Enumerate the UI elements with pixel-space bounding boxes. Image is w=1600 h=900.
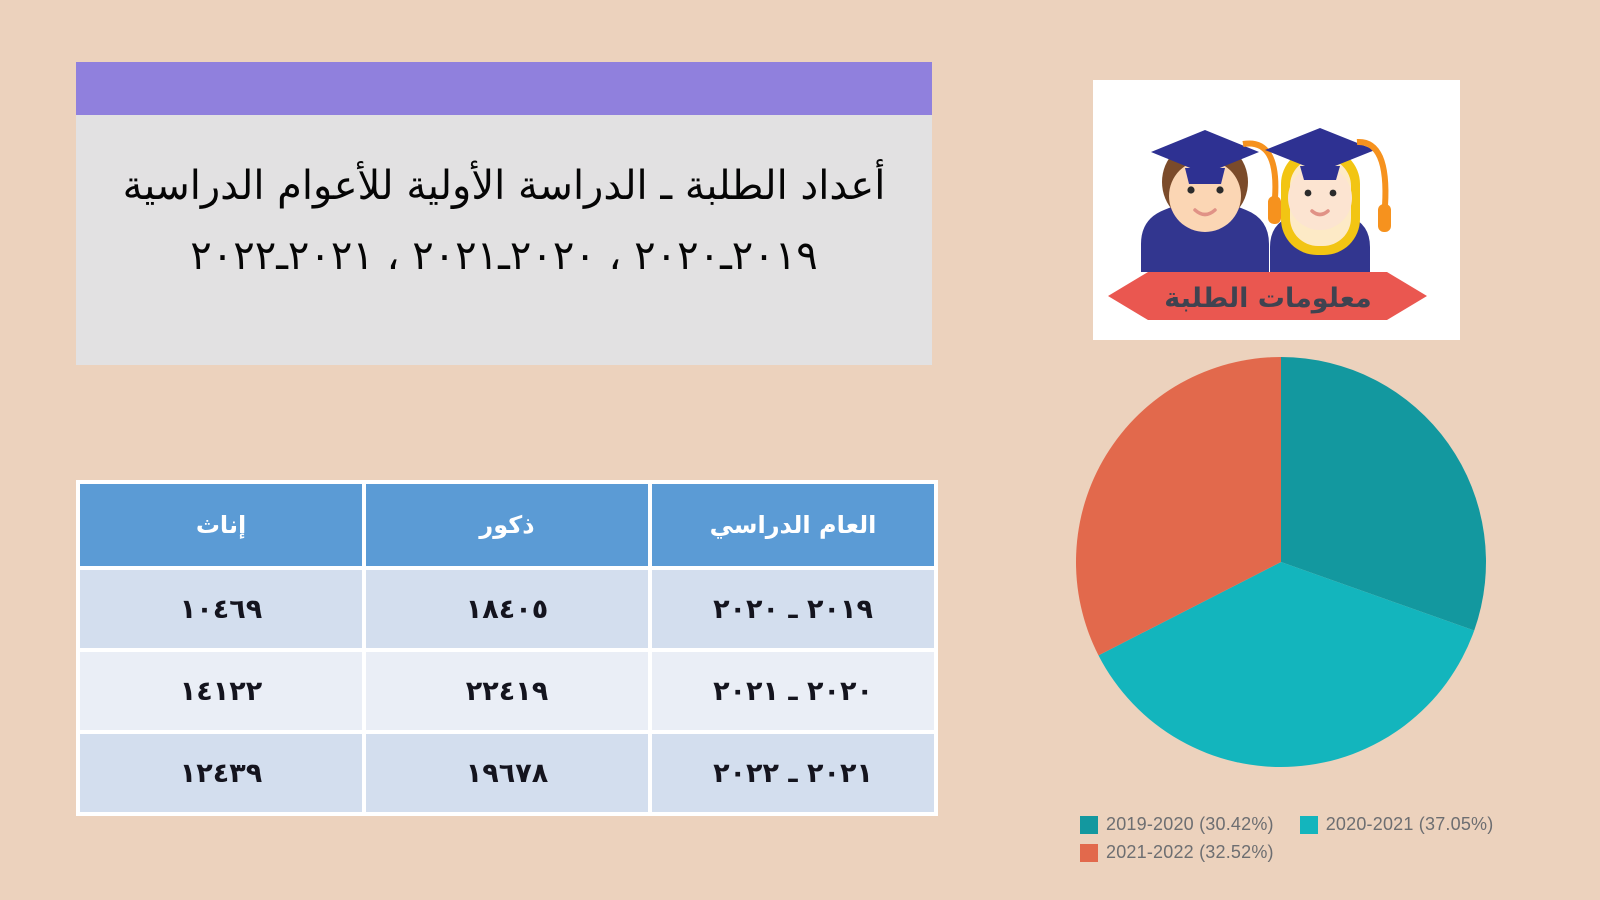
graduation-cap-icon: [1265, 128, 1375, 172]
slide-title-line2: ٢٠١٩ـ٢٠٢٠ ، ٢٠٢٠ـ٢٠٢١ ، ٢٠٢١ـ٢٠٢٢: [190, 233, 818, 279]
pie-slice-2020-2021: [1098, 562, 1475, 767]
banner-label: معلومات الطلبة: [1164, 283, 1371, 314]
girl-face: [1288, 166, 1352, 230]
girl-eye: [1304, 189, 1312, 197]
boy-face: [1169, 160, 1241, 232]
females-cell: ١٢٤٣٩: [80, 734, 362, 812]
banner-shape: [1108, 272, 1427, 320]
table-row: ٢٠١٩ ـ ٢٠٢٠ ١٨٤٠٥ ١٠٤٦٩: [80, 570, 934, 648]
students-clipart: معلومات الطلبة: [1093, 80, 1460, 340]
legend-item: 2021-2022 (32.52%): [1080, 842, 1274, 863]
boy-eye: [1216, 186, 1224, 194]
pie-chart-area: [1071, 352, 1491, 772]
legend-item: 2019-2020 (30.42%): [1080, 814, 1274, 835]
year-cell: ٢٠١٩ ـ ٢٠٢٠: [652, 570, 934, 648]
boy-gown: [1141, 201, 1269, 272]
chart-legend: 2019-2020 (30.42%) 2020-2021 (37.05%) 20…: [1080, 814, 1560, 863]
tassel-end: [1378, 204, 1391, 232]
tassel-icon: [1242, 140, 1279, 199]
graduation-cap-icon: [1151, 130, 1259, 174]
banner-ribbon: معلومات الطلبة: [1108, 272, 1427, 320]
girl-smile: [1310, 209, 1330, 217]
year-cell: ٢٠٢١ ـ ٢٠٢٢: [652, 734, 934, 812]
tassel-end: [1268, 196, 1281, 224]
girl-graduate-figure: [1265, 128, 1391, 272]
boy-graduate-figure: [1141, 130, 1281, 272]
legend-swatch: [1080, 815, 1098, 834]
tassel-icon: [1356, 138, 1389, 207]
column-header-year: العام الدراسي: [652, 484, 934, 566]
table-row: ٢٠٢١ ـ ٢٠٢٢ ١٩٦٧٨ ١٢٤٣٩: [80, 734, 934, 812]
legend-swatch: [1080, 843, 1098, 862]
legend-label: 2021-2022 (32.52%): [1106, 842, 1274, 862]
students-table: العام الدراسي ذكور إناث ٢٠١٩ ـ ٢٠٢٠ ١٨٤٠…: [76, 480, 938, 816]
column-header-males: ذكور: [366, 484, 648, 566]
males-cell: ١٨٤٠٥: [366, 570, 648, 648]
slide-title-line1: أعداد الطلبة ـ الدراسة الأولية للأعوام ا…: [122, 163, 886, 209]
pie-slice-2019-2020: [1281, 357, 1486, 631]
column-header-females: إناث: [80, 484, 362, 566]
cap-band: [1300, 166, 1340, 180]
legend-label: 2019-2020 (30.42%): [1106, 814, 1274, 834]
females-cell: ١٠٤٦٩: [80, 570, 362, 648]
year-cell: ٢٠٢٠ ـ ٢٠٢١: [652, 652, 934, 730]
cap-band: [1185, 168, 1225, 184]
boy-eye: [1187, 186, 1195, 194]
title-box: أعداد الطلبة ـ الدراسة الأولية للأعوام ا…: [76, 115, 932, 365]
legend-label: 2020-2021 (37.05%): [1325, 814, 1494, 834]
title-accent-bar: [76, 62, 932, 115]
table-header-row: العام الدراسي ذكور إناث: [80, 484, 934, 566]
boy-smile: [1193, 208, 1217, 217]
legend-item: 2020-2021 (37.05%): [1299, 814, 1494, 835]
pie-slice-2021-2022: [1076, 357, 1281, 656]
males-cell: ٢٢٤١٩: [366, 652, 648, 730]
pie-chart: [1076, 357, 1486, 767]
females-cell: ١٤١٢٢: [80, 652, 362, 730]
males-cell: ١٩٦٧٨: [366, 734, 648, 812]
girl-eye: [1329, 189, 1337, 197]
legend-swatch: [1299, 815, 1318, 834]
table-row: ٢٠٢٠ ـ ٢٠٢١ ٢٢٤١٩ ١٤١٢٢: [80, 652, 934, 730]
